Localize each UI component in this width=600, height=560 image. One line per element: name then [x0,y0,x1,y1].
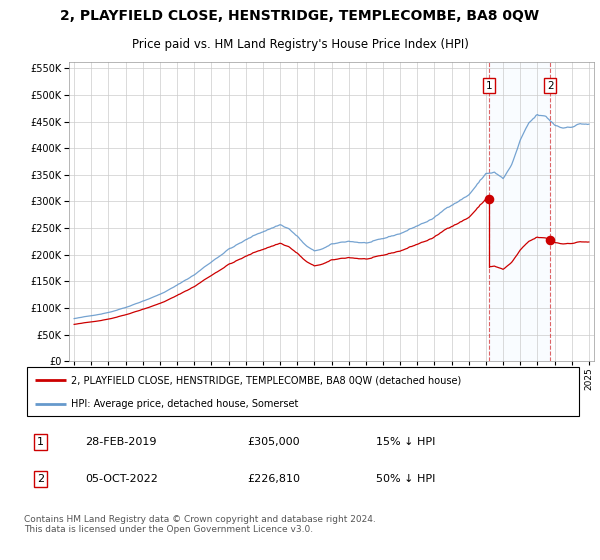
Text: £305,000: £305,000 [247,437,300,447]
Bar [489,62,550,361]
Text: 2: 2 [37,474,44,484]
Text: HPI: Average price, detached house, Somerset: HPI: Average price, detached house, Some… [71,399,299,409]
Text: 05-OCT-2022: 05-OCT-2022 [85,474,158,484]
Point [484,194,494,203]
Text: 2: 2 [547,81,554,91]
Text: 15% ↓ HPI: 15% ↓ HPI [376,437,435,447]
Text: 2, PLAYFIELD CLOSE, HENSTRIDGE, TEMPLECOMBE, BA8 0QW (detached house): 2, PLAYFIELD CLOSE, HENSTRIDGE, TEMPLECO… [71,375,461,385]
Text: 2, PLAYFIELD CLOSE, HENSTRIDGE, TEMPLECOMBE, BA8 0QW: 2, PLAYFIELD CLOSE, HENSTRIDGE, TEMPLECO… [61,9,539,23]
Text: 28-FEB-2019: 28-FEB-2019 [85,437,157,447]
Text: 1: 1 [485,81,492,91]
Point [545,236,555,245]
Text: £226,810: £226,810 [247,474,300,484]
Text: Price paid vs. HM Land Registry's House Price Index (HPI): Price paid vs. HM Land Registry's House … [131,38,469,51]
Text: 1: 1 [37,437,44,447]
FancyBboxPatch shape [27,367,579,416]
Text: Contains HM Land Registry data © Crown copyright and database right 2024.
This d: Contains HM Land Registry data © Crown c… [24,515,376,534]
Text: 50% ↓ HPI: 50% ↓ HPI [376,474,435,484]
